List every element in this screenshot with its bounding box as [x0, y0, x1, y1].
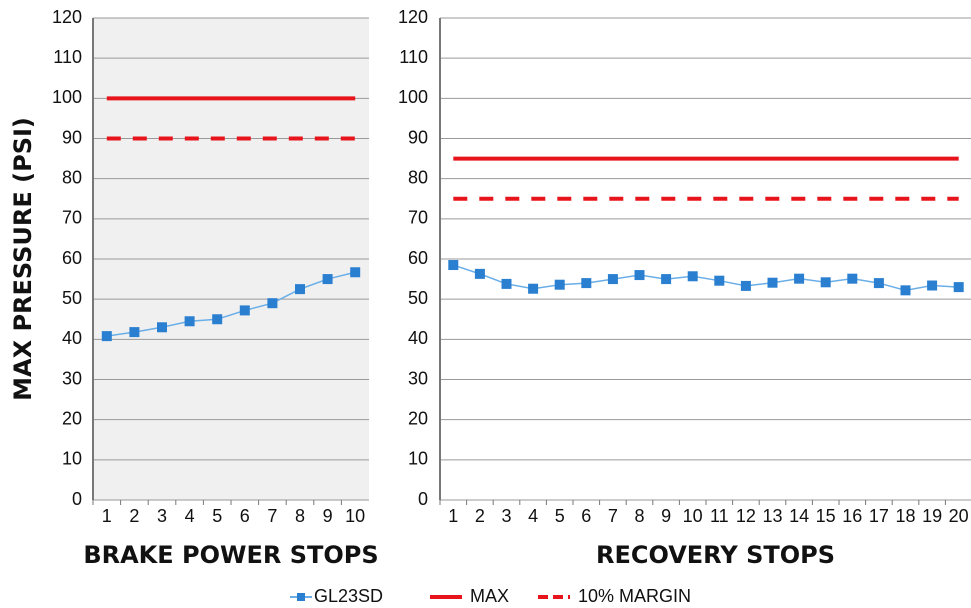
- x-tick-label: 2: [129, 506, 139, 526]
- y-tick-label: 80: [62, 167, 82, 187]
- y-tick-label: 60: [408, 248, 428, 268]
- marker: [581, 278, 592, 289]
- y-tick-label: 110: [53, 47, 82, 67]
- y-tick-label: 30: [62, 368, 82, 388]
- x-tick-label: 9: [661, 506, 671, 526]
- y-tick-label: 0: [72, 489, 82, 509]
- legend-swatch: [297, 593, 305, 601]
- legend-label: MAX: [470, 586, 509, 606]
- marker: [554, 279, 565, 290]
- marker: [101, 331, 112, 342]
- x-tick-label: 8: [295, 506, 305, 526]
- x-tick-label: 19: [922, 506, 942, 526]
- y-tick-label: 10: [408, 449, 428, 469]
- x-tick-label: 9: [323, 506, 333, 526]
- x-tick-label: 16: [842, 506, 862, 526]
- x-tick-label: 11: [710, 506, 729, 526]
- legend-label: GL23SD: [314, 586, 383, 606]
- y-tick-label: 120: [398, 7, 428, 27]
- y-tick-label: 110: [399, 47, 428, 67]
- x-tick-label: 10: [683, 506, 703, 526]
- x-tick-label: 17: [869, 506, 889, 526]
- x-tick-label: 2: [475, 506, 485, 526]
- x-tick-label: 20: [949, 506, 969, 526]
- marker: [212, 314, 223, 325]
- marker: [322, 274, 333, 285]
- series-line: [106, 271, 356, 337]
- x-tick-label: 5: [555, 506, 565, 526]
- marker: [820, 277, 831, 288]
- marker: [267, 298, 278, 309]
- marker: [873, 278, 884, 289]
- marker: [295, 284, 305, 295]
- marker: [900, 285, 911, 296]
- marker: [687, 271, 698, 282]
- marker: [794, 273, 805, 284]
- y-tick-label: 0: [418, 489, 428, 509]
- x-tick-label: 3: [157, 506, 167, 526]
- marker: [847, 273, 858, 284]
- marker: [474, 268, 485, 279]
- x-tick-label: 1: [448, 506, 458, 526]
- x-tick-label: 18: [895, 506, 915, 526]
- marker: [740, 280, 751, 291]
- y-tick-label: 100: [52, 87, 82, 107]
- x-axis-title: BRAKE POWER STOPS: [83, 541, 378, 569]
- x-tick-label: 8: [634, 506, 644, 526]
- marker: [634, 270, 645, 281]
- marker: [448, 260, 459, 271]
- x-tick-label: 5: [212, 506, 222, 526]
- marker: [714, 275, 725, 286]
- legend-label: 10% MARGIN: [578, 586, 691, 606]
- marker: [239, 305, 250, 316]
- x-tick-label: 13: [762, 506, 782, 526]
- marker: [157, 322, 167, 333]
- marker: [501, 278, 512, 289]
- y-tick-label: 40: [408, 328, 428, 348]
- y-tick-label: 70: [62, 208, 82, 228]
- marker: [767, 277, 778, 288]
- marker: [953, 282, 964, 293]
- y-tick-label: 50: [62, 288, 82, 308]
- y-tick-label: 20: [408, 408, 428, 428]
- x-tick-label: 15: [816, 506, 836, 526]
- marker: [927, 280, 938, 291]
- marker: [661, 274, 672, 285]
- y-tick-label: 100: [398, 87, 428, 107]
- y-axis-title: MAX PRESSURE (PSI): [9, 117, 37, 401]
- y-tick-label: 80: [408, 167, 428, 187]
- y-tick-label: 30: [408, 368, 428, 388]
- marker: [350, 267, 361, 278]
- x-tick-label: 10: [345, 506, 365, 526]
- y-tick-label: 10: [62, 449, 82, 469]
- marker: [129, 327, 140, 338]
- x-tick-label: 7: [608, 506, 618, 526]
- x-tick-label: 7: [267, 506, 277, 526]
- y-tick-label: 90: [408, 127, 428, 147]
- y-tick-label: 20: [62, 408, 82, 428]
- y-tick-label: 70: [408, 208, 428, 228]
- y-tick-label: 40: [62, 328, 82, 348]
- y-tick-label: 90: [62, 127, 82, 147]
- x-tick-label: 1: [102, 506, 112, 526]
- x-tick-label: 3: [501, 506, 511, 526]
- x-tick-label: 6: [240, 506, 250, 526]
- marker: [528, 283, 539, 294]
- x-tick-label: 4: [185, 506, 195, 526]
- x-tick-label: 12: [736, 506, 756, 526]
- marker: [607, 274, 618, 285]
- y-tick-label: 120: [52, 7, 82, 27]
- x-tick-label: 14: [789, 506, 809, 526]
- x-tick-label: 4: [528, 506, 538, 526]
- x-axis-title: RECOVERY STOPS: [596, 541, 835, 569]
- marker: [184, 316, 195, 327]
- y-tick-label: 60: [62, 248, 82, 268]
- x-tick-label: 6: [581, 506, 591, 526]
- y-tick-label: 50: [408, 288, 428, 308]
